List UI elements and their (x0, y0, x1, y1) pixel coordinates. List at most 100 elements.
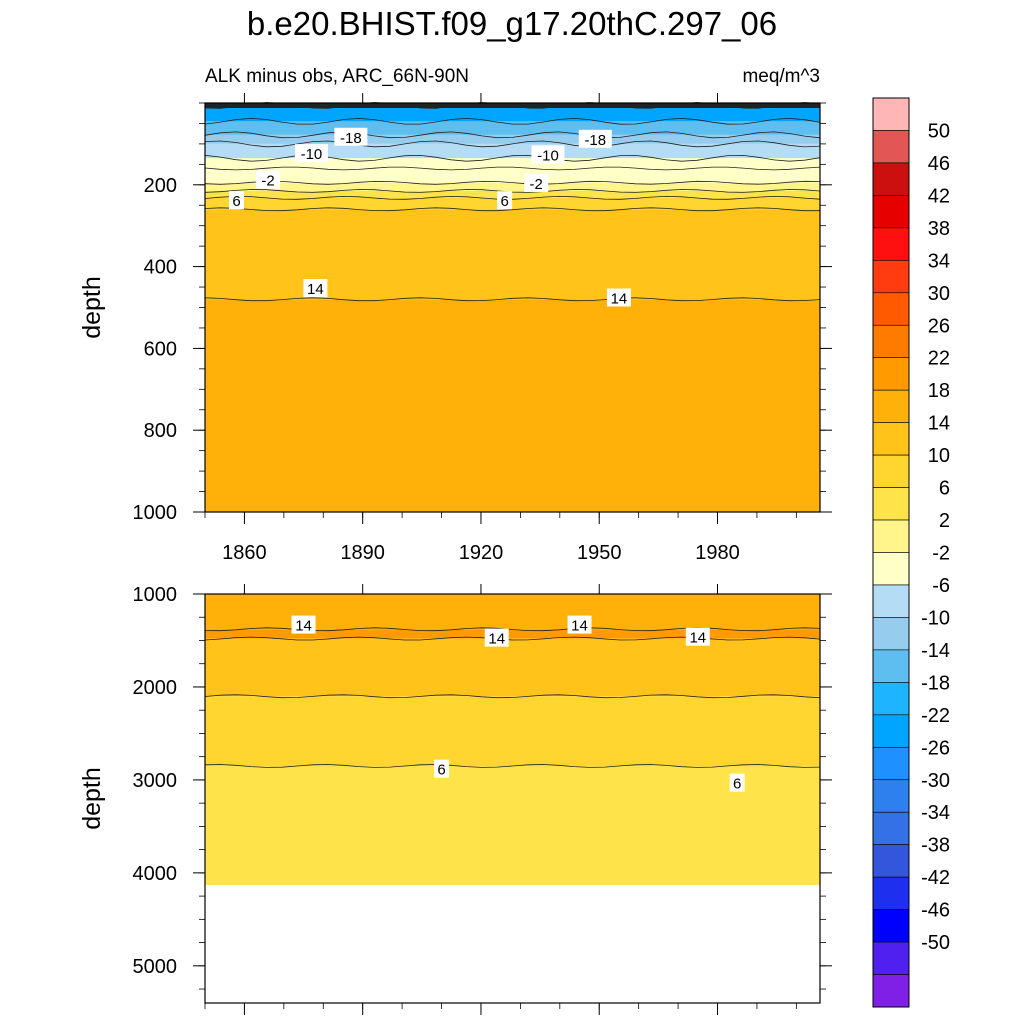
colorbar: 50 46 42 38 34 30 26 22 18 14 10 6 2 -2 -6 -10 -14 -18 -22… (872, 97, 950, 1008)
contour-line-upper-10 (204, 207, 820, 212)
colorbar-box-11 (872, 454, 910, 488)
colorbar-box-2 (872, 162, 910, 196)
contour-line-lower-4 (204, 764, 821, 768)
x-tick-label-upper-0: 1860 (222, 542, 267, 564)
contour-line-upper-11 (204, 297, 821, 302)
contour-label-upper-6: 6 (232, 193, 240, 210)
y-tick-label-lower-2: 3000 (133, 770, 178, 792)
colorbar-box-12 (872, 487, 910, 521)
band-lower-2 (205, 638, 820, 697)
band-upper-10 (205, 209, 820, 300)
y-tick-label-lower-0: 1000 (133, 584, 178, 606)
colorbar-box-22 (872, 811, 910, 845)
contour-line-lower-2 (204, 636, 821, 641)
colorbar-box-14 (872, 552, 910, 586)
y-tick-label-lower-1: 2000 (133, 677, 178, 699)
colorbar-label-9: 14 (928, 413, 950, 435)
colorbar-box-27 (872, 974, 910, 1008)
colorbar-box-17 (872, 649, 910, 683)
colorbar-box-6 (872, 292, 910, 326)
contour-line-upper-3 (204, 131, 821, 139)
contour-line-upper-9 (204, 195, 821, 200)
contour-label-lower-1: 14 (488, 631, 505, 648)
colorbar-label-5: 30 (928, 283, 950, 305)
colorbar-box-24 (872, 876, 910, 910)
contour-label-upper-3: -10 (537, 147, 559, 164)
colorbar-box-7 (872, 324, 910, 359)
colorbar-box-25 (872, 909, 910, 943)
band-upper-1 (205, 105, 820, 122)
band-upper-7 (205, 182, 820, 191)
colorbar-label-0: 50 (928, 120, 950, 142)
colorbar-label-21: -34 (921, 802, 950, 824)
colorbar-label-1: 46 (928, 153, 950, 175)
contour-label-bg-lower-1 (484, 628, 509, 647)
colorbar-box-5 (872, 260, 910, 294)
colorbar-box-3 (872, 195, 910, 229)
lower-panel: 1000 2000 3000 4000 5000 depth 14 14 14 14 6 6 (78, 584, 832, 1015)
band-lower-3 (205, 696, 820, 766)
y-tick-label-lower-4: 5000 (133, 956, 178, 978)
colorbar-label-24: -46 (921, 900, 950, 922)
colorbar-label-22: -38 (921, 835, 950, 857)
contour-label-bg-upper-2 (294, 144, 328, 163)
band-lower-1 (205, 629, 820, 639)
contour-label-bg-upper-5 (524, 173, 549, 192)
colorbar-label-8: 18 (928, 380, 950, 402)
contour-label-upper-4: -2 (261, 173, 274, 190)
colorbar-label-18: -22 (921, 705, 950, 727)
band-upper-4 (205, 143, 820, 159)
contour-label-bg-lower-4 (434, 759, 450, 778)
contour-label-upper-5: -2 (529, 176, 542, 193)
contour-label-bg-lower-2 (567, 615, 592, 634)
colorbar-box-20 (872, 746, 910, 781)
colorbar-label-15: -10 (921, 607, 950, 629)
contour-line-lower-3 (204, 694, 821, 699)
colorbar-label-4: 34 (928, 250, 950, 272)
y-tick-label-upper-0: 200 (144, 175, 177, 197)
y-tick-label-upper-3: 800 (144, 420, 177, 442)
band-upper-6 (205, 168, 820, 183)
contour-label-bg-upper-0 (334, 127, 368, 146)
contour-line-upper-7 (204, 180, 821, 185)
colorbar-frame (872, 97, 910, 1008)
contour-label-lower-0: 14 (295, 618, 312, 635)
contour-line-upper-8 (204, 189, 821, 193)
colorbar-box-1 (872, 130, 910, 164)
colorbar-box-21 (872, 779, 910, 813)
colorbar-box-8 (872, 357, 910, 391)
colorbar-box-26 (872, 941, 910, 975)
band-upper-5 (205, 158, 820, 169)
contour-label-upper-0: -18 (340, 130, 362, 147)
contour-line-upper-2 (204, 117, 821, 125)
colorbar-label-3: 38 (928, 218, 950, 240)
colorbar-label-19: -26 (921, 737, 950, 759)
contour-label-upper-7: 6 (500, 193, 508, 210)
contour-label-bg-upper-8 (303, 279, 328, 298)
y-axis-label-upper: depth (78, 276, 106, 339)
colorbar-box-15 (872, 584, 910, 618)
contour-label-bg-lower-5 (729, 773, 745, 792)
band-upper-2 (205, 121, 820, 135)
colorbar-box-0 (872, 97, 910, 131)
colorbar-box-18 (872, 682, 910, 716)
contour-label-lower-5: 6 (733, 776, 741, 793)
colorbar-box-13 (872, 519, 910, 553)
colorbar-label-25: -50 (921, 932, 950, 954)
contour-label-lower-2: 14 (571, 618, 588, 635)
colorbar-label-12: 2 (939, 510, 950, 532)
subtitle-right: meq/m^3 (742, 66, 820, 87)
colorbar-label-17: -18 (921, 672, 950, 694)
band-upper-3 (205, 134, 820, 144)
colorbar-label-23: -42 (921, 867, 950, 889)
contour-line-upper-6 (204, 166, 821, 171)
colorbar-box-4 (872, 227, 910, 261)
contour-label-bg-upper-6 (229, 191, 245, 210)
contour-label-upper-1: -18 (584, 132, 606, 149)
colorbar-box-16 (872, 617, 910, 651)
plot-frame-lower (204, 593, 821, 1004)
y-axis-label-lower: depth (78, 767, 106, 830)
contour-label-upper-8: 14 (307, 281, 324, 298)
y-tick-label-upper-4: 1000 (133, 502, 178, 524)
